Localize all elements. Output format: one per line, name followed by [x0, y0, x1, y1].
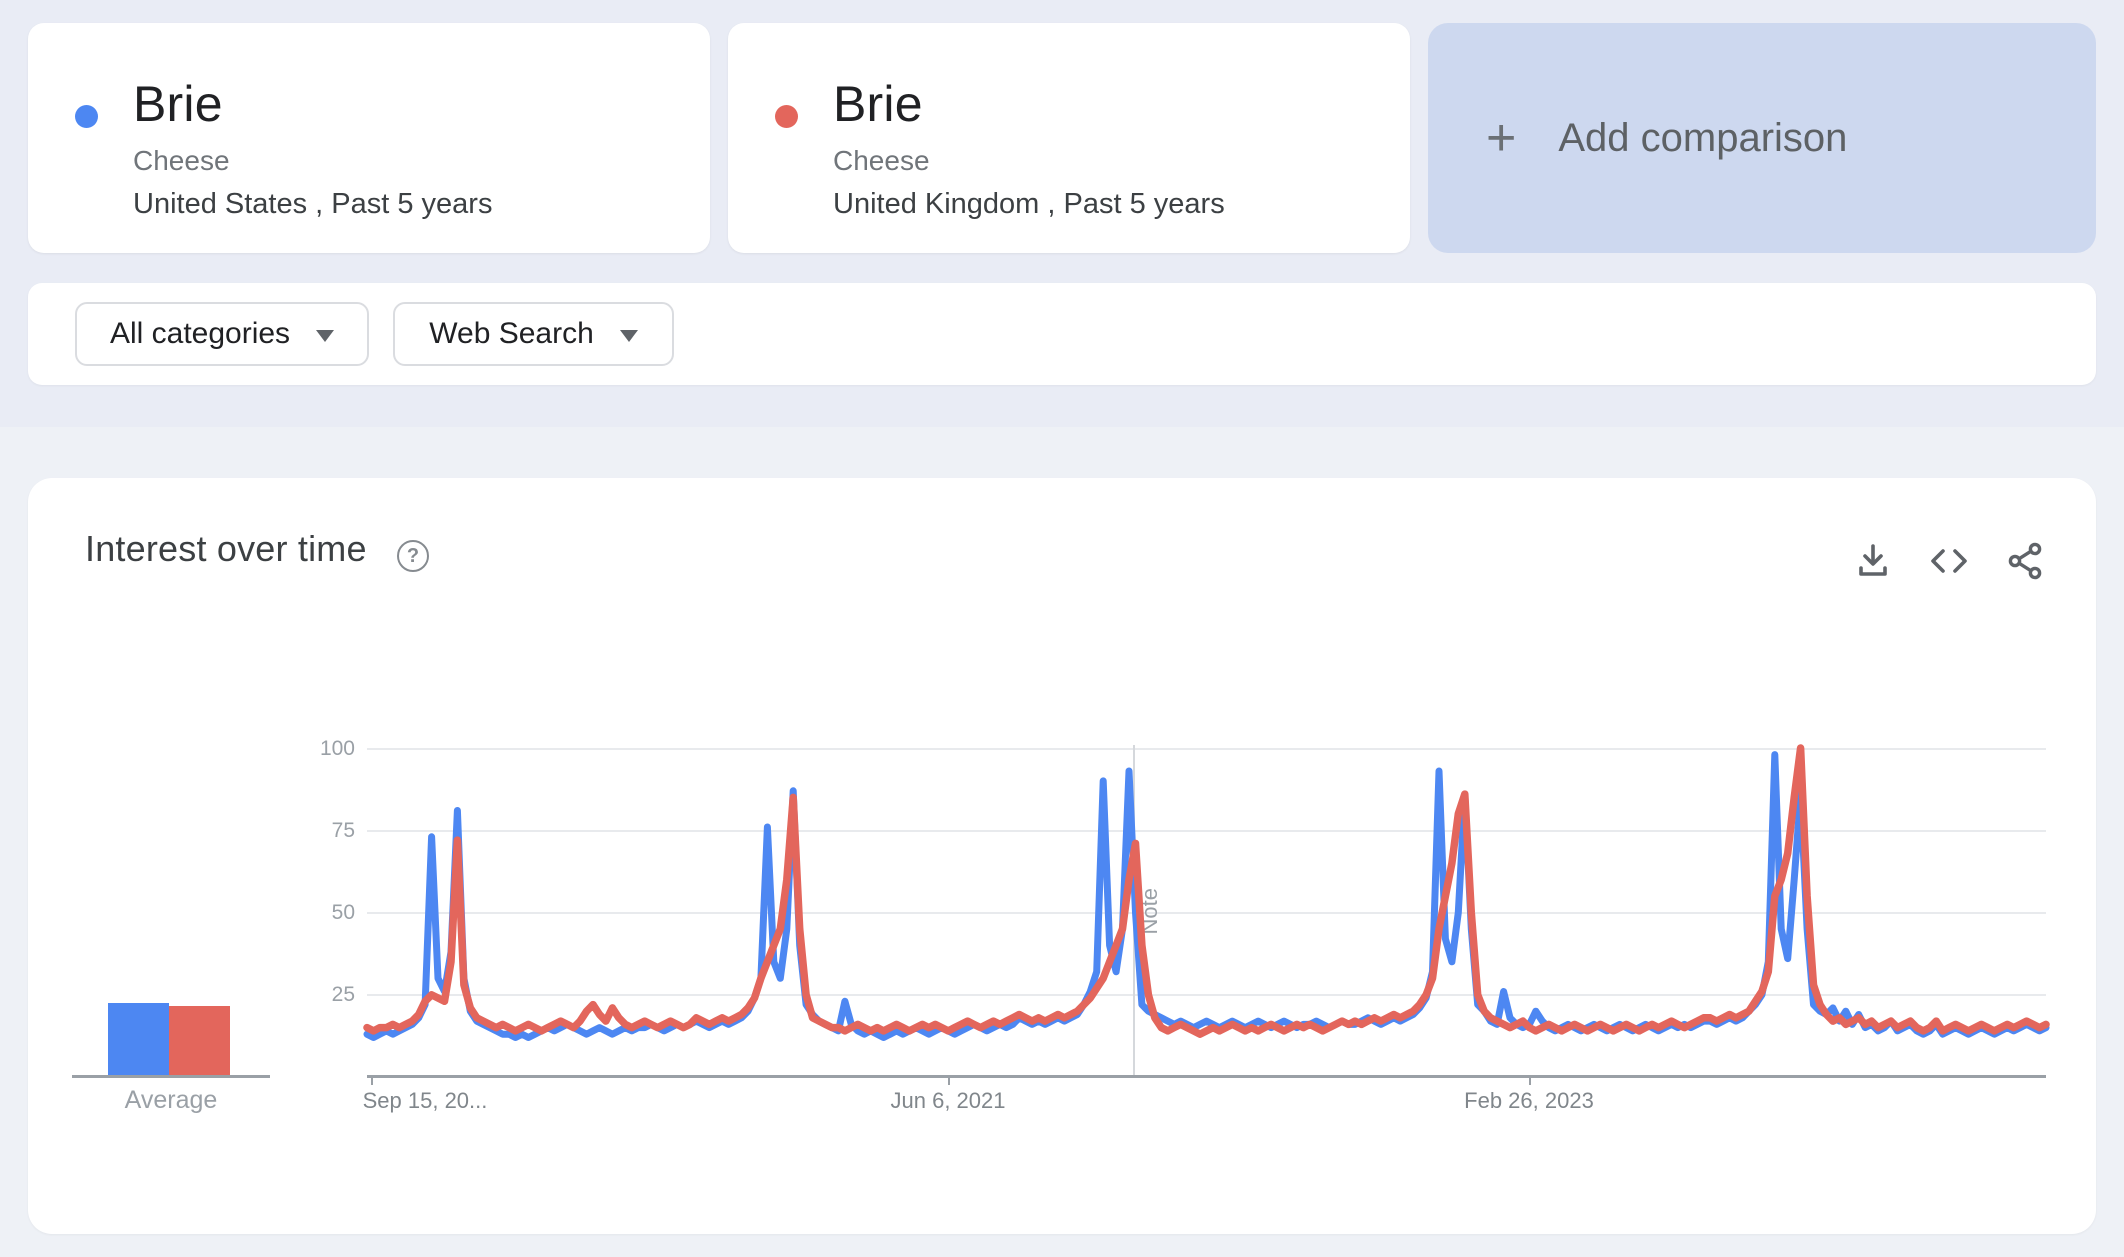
share-icon — [2008, 542, 2042, 580]
x-tick-start — [371, 1077, 373, 1085]
panel-title: Interest over time — [85, 528, 367, 569]
x-tick-mid — [948, 1077, 950, 1085]
gridline-100 — [367, 748, 2046, 750]
trend-lines-svg — [363, 744, 2050, 1041]
y-tick-50: 50 — [331, 901, 355, 924]
average-bar-uk — [169, 1006, 230, 1075]
share-button[interactable] — [2002, 538, 2048, 584]
filter-bar: All categories Web Search — [28, 283, 2096, 385]
search-type-dropdown[interactable]: Web Search — [393, 302, 674, 366]
series-color-dot-uk — [775, 105, 798, 128]
average-axis — [72, 1075, 270, 1078]
y-tick-75: 75 — [331, 819, 355, 842]
help-icon[interactable]: ? — [397, 540, 429, 572]
plus-icon: + — [1486, 109, 1517, 167]
interest-over-time-card — [28, 478, 2096, 1234]
gridline-75 — [367, 830, 2046, 832]
term-title: Brie — [833, 76, 923, 132]
gridline-25 — [367, 994, 2046, 996]
x-tick-end — [1529, 1077, 1531, 1085]
average-bar-us — [108, 1003, 169, 1075]
x-label-mid: Jun 6, 2021 — [890, 1088, 1006, 1113]
chart-actions — [1850, 538, 2048, 584]
average-label: Average — [124, 1086, 218, 1114]
x-axis-line — [367, 1075, 2046, 1078]
add-comparison-button[interactable]: + Add comparison — [1428, 23, 2096, 253]
search-type-dropdown-label: Web Search — [429, 317, 594, 350]
embed-icon — [1931, 549, 1967, 573]
add-comparison-label: Add comparison — [1558, 115, 1848, 160]
chevron-down-icon — [316, 330, 335, 342]
term-scope: United States , Past 5 years — [133, 188, 493, 220]
download-icon — [1859, 544, 1887, 576]
category-dropdown-label: All categories — [109, 317, 291, 350]
comparison-card-united-states[interactable]: Brie Cheese United States , Past 5 years — [28, 23, 710, 253]
term-topic: Cheese — [133, 145, 230, 176]
x-label-end: Feb 26, 2023 — [1464, 1088, 1594, 1113]
gridline-50 — [367, 912, 2046, 914]
term-title: Brie — [133, 76, 223, 132]
x-label-start: Sep 15, 20... — [362, 1088, 488, 1113]
chevron-down-icon — [619, 330, 638, 342]
interest-over-time-chart[interactable]: 100 75 50 25 Note Sep 15, 20... Jun 6, 2… — [320, 737, 2050, 1113]
term-topic: Cheese — [833, 145, 930, 176]
category-dropdown[interactable]: All categories — [75, 302, 369, 366]
y-tick-100: 100 — [319, 737, 355, 760]
comparison-card-united-kingdom[interactable]: Brie Cheese United Kingdom , Past 5 year… — [728, 23, 1410, 253]
series-line-united-kingdom — [363, 744, 2050, 1038]
download-button[interactable] — [1850, 538, 1896, 584]
series-color-dot-us — [75, 105, 98, 128]
term-scope: United Kingdom , Past 5 years — [833, 188, 1225, 220]
embed-button[interactable] — [1926, 538, 1972, 584]
y-tick-25: 25 — [331, 983, 355, 1006]
